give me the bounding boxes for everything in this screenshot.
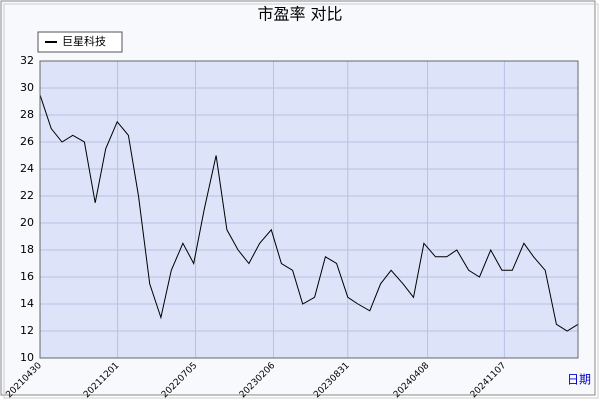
y-tick-label: 28 bbox=[20, 108, 34, 121]
plot-area bbox=[39, 60, 579, 359]
frame-shadow bbox=[3, 3, 599, 399]
plot-border bbox=[39, 60, 579, 359]
y-tick-label: 20 bbox=[20, 216, 34, 229]
y-tick-label: 30 bbox=[20, 81, 34, 94]
y-tick-label: 18 bbox=[20, 243, 34, 256]
y-tick-label: 12 bbox=[20, 324, 34, 337]
legend: 巨星科技 bbox=[37, 31, 123, 53]
y-tick-label: 32 bbox=[20, 54, 34, 67]
y-tick-label: 24 bbox=[20, 162, 34, 175]
chart-title: 市盈率 对比 bbox=[257, 5, 342, 24]
y-tick-label: 26 bbox=[20, 135, 34, 148]
x-axis-label: 日期 bbox=[567, 373, 591, 387]
legend-box bbox=[37, 31, 123, 53]
y-tick-label: 14 bbox=[20, 297, 34, 310]
y-tick-label: 16 bbox=[20, 270, 34, 283]
data-line bbox=[39, 94, 579, 332]
y-tick-label: 22 bbox=[20, 189, 34, 202]
y-tick-label: 10 bbox=[20, 351, 34, 364]
legend-label: 巨星科技 bbox=[62, 34, 106, 48]
